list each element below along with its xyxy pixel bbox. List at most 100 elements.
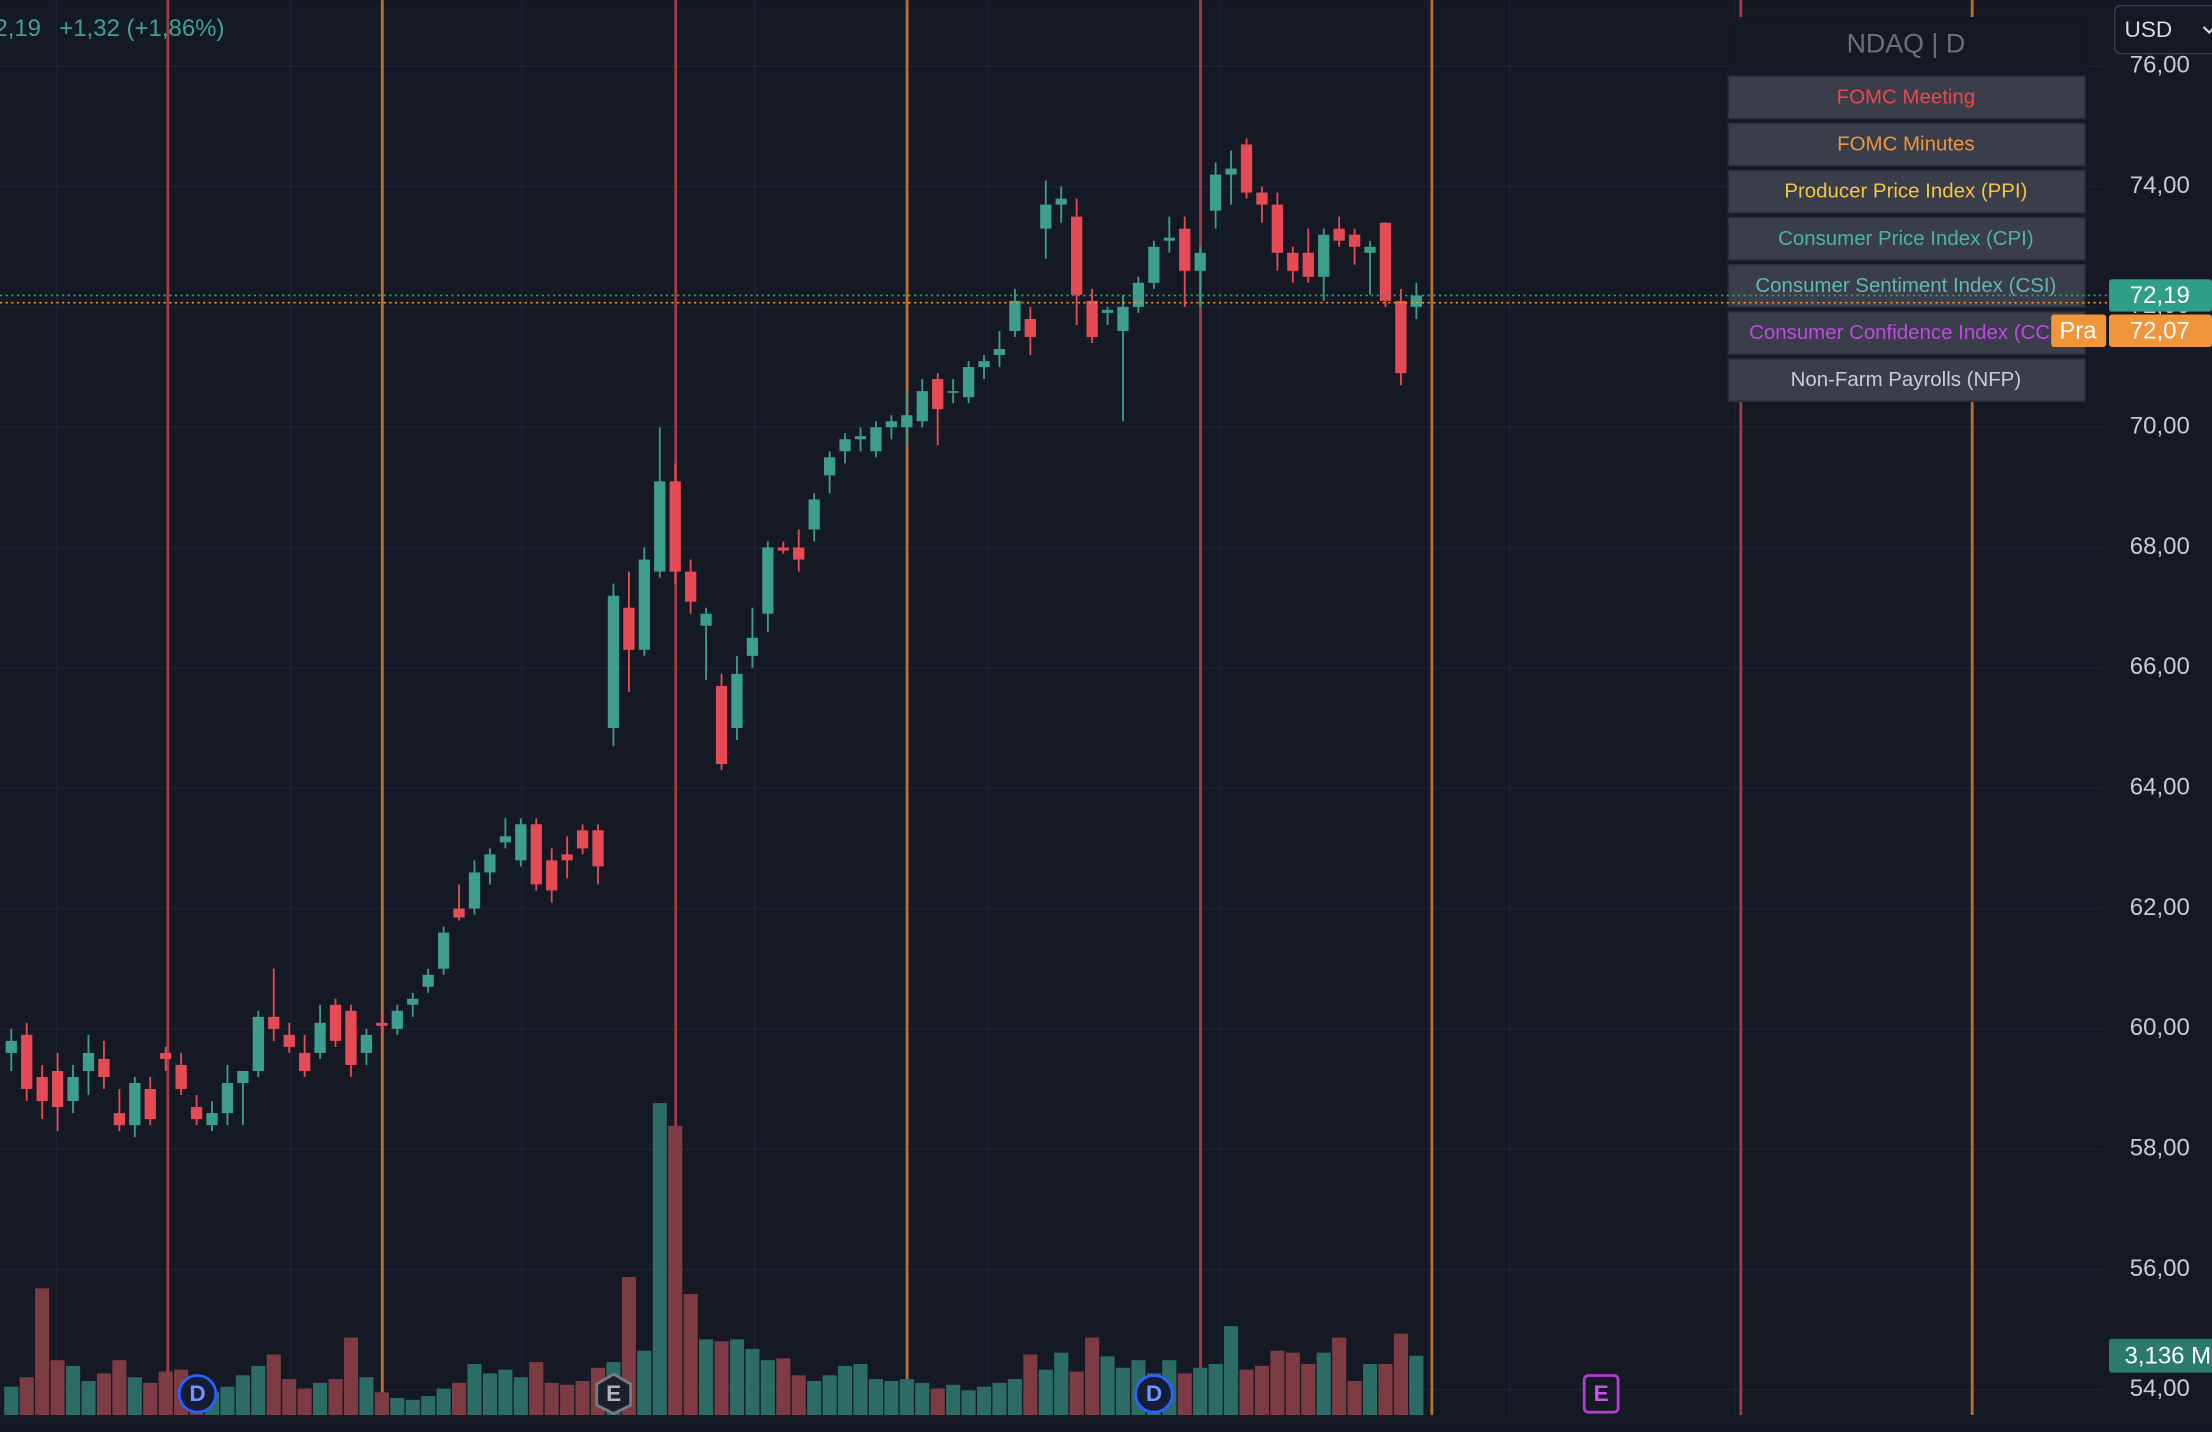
candle-body [314, 1022, 326, 1053]
volume-bar [1115, 1367, 1131, 1416]
candle-body [808, 499, 820, 530]
candle-body [1209, 174, 1222, 211]
volume-bar [791, 1375, 806, 1416]
volume-bar [266, 1354, 281, 1416]
price-label-box [2109, 314, 2212, 347]
volume-bar [1038, 1369, 1053, 1416]
candle-body [1364, 246, 1376, 253]
legend-item-label[interactable]: FOMC Minutes [1837, 133, 1974, 156]
candle-body [1179, 228, 1191, 271]
candle-body [962, 367, 975, 398]
legend-item[interactable] [1727, 122, 2086, 167]
volume-bar [838, 1365, 853, 1416]
candle-body [1117, 306, 1129, 331]
volume-bar [1316, 1352, 1331, 1416]
candle-body [715, 685, 728, 765]
volume-bar [112, 1360, 127, 1416]
y-tick-label: 70,00 [2130, 413, 2190, 440]
volume-bar [668, 1125, 683, 1416]
volume-bar [1085, 1337, 1100, 1416]
event-marker[interactable] [595, 1372, 632, 1416]
candle-body [1225, 168, 1237, 175]
candle-body [237, 1070, 249, 1083]
volume-bar [1347, 1380, 1362, 1416]
candle-body [700, 613, 712, 626]
volume-bar [1023, 1354, 1038, 1416]
candle-body [530, 824, 542, 885]
volume-bar [1393, 1333, 1408, 1416]
candle-body [1348, 234, 1361, 247]
volume-bar [374, 1392, 389, 1416]
event-marker[interactable] [177, 1374, 218, 1414]
candle-body [607, 595, 620, 729]
candle-body [1333, 228, 1345, 241]
candle-body [1379, 222, 1392, 301]
candle-body [1009, 300, 1021, 331]
candle-body [82, 1052, 95, 1071]
candle-body [206, 1113, 218, 1126]
volume-bar [513, 1377, 528, 1416]
legend-item[interactable] [1727, 75, 2086, 120]
currency-label[interactable]: USD [2125, 17, 2173, 42]
legend-item[interactable] [1727, 216, 2086, 261]
volume-bar [436, 1388, 451, 1416]
price-label: 72,19 [2130, 282, 2190, 309]
candle-body [669, 481, 681, 572]
event-marker-label[interactable]: E [1594, 1381, 1609, 1406]
event-marker-label[interactable]: D [189, 1381, 205, 1406]
candle-body [1240, 144, 1253, 193]
candle-body [793, 547, 805, 560]
volume-bar [19, 1377, 34, 1416]
candle-body [854, 436, 867, 440]
volume-bar [560, 1384, 575, 1416]
candle-body [1318, 234, 1330, 277]
volume-bar [961, 1390, 976, 1416]
event-marker[interactable] [1134, 1374, 1174, 1414]
volume-bar [868, 1379, 883, 1416]
volume-bar [390, 1397, 405, 1416]
price-tag-box [2051, 314, 2107, 347]
candle-body [978, 361, 990, 368]
candle-body [1163, 237, 1175, 241]
legend-item-label[interactable]: Consumer Sentiment Index (CSI) [1755, 274, 2056, 297]
candle-body [592, 830, 604, 867]
candle-body [901, 415, 913, 428]
candle-body [5, 1040, 17, 1053]
currency-caret [2202, 26, 2212, 35]
volume-bar [637, 1350, 652, 1416]
candle-body [762, 547, 774, 614]
y-tick-label: 58,00 [2130, 1135, 2190, 1162]
volume-bar [405, 1399, 420, 1416]
legend-title: NDAQ | D [1847, 28, 1966, 58]
legend-item-label[interactable]: FOMC Meeting [1837, 86, 1976, 109]
candle-body [499, 836, 512, 843]
legend-item[interactable] [1727, 264, 2086, 308]
legend-item-label[interactable]: Producer Price Index (PPI) [1784, 180, 2027, 203]
volume-bar [1224, 1326, 1239, 1416]
volume-bar [50, 1360, 65, 1416]
volume-bar [482, 1373, 497, 1416]
price-label-box [2109, 279, 2212, 312]
volume-bar [143, 1382, 158, 1416]
legend-item[interactable] [1727, 169, 2086, 214]
volume-bar [467, 1363, 482, 1416]
candle-body [484, 854, 496, 873]
candle-body [746, 637, 759, 656]
event-marker-label[interactable]: E [606, 1381, 621, 1406]
candle-body [283, 1034, 295, 1047]
candle-body [345, 1010, 357, 1065]
volume-bar [498, 1369, 513, 1416]
event-marker-label[interactable]: D [1146, 1381, 1162, 1406]
event-marker[interactable] [1582, 1374, 1620, 1414]
currency-select[interactable] [2113, 5, 2212, 55]
candle-body [453, 908, 465, 918]
candle-body [129, 1082, 141, 1126]
volume-bar [220, 1386, 235, 1416]
candle-body [916, 391, 928, 422]
price-tag: Pra [2059, 317, 2097, 344]
volume-bar [127, 1377, 142, 1416]
legend-item-label[interactable]: Consumer Confidence Index (CCI) [1749, 321, 2063, 344]
legend-item-label[interactable]: Consumer Price Index (CPI) [1778, 227, 2034, 250]
legend-item-label[interactable]: Non-Farm Payrolls (NFP) [1791, 368, 2022, 391]
legend-item[interactable] [1727, 358, 2086, 402]
